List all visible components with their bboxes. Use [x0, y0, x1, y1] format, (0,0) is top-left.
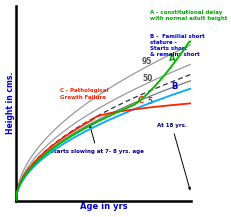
Text: C - Pathological
Growth Failure: C - Pathological Growth Failure	[59, 89, 108, 100]
Text: 50: 50	[141, 74, 152, 83]
Y-axis label: Height in cms.: Height in cms.	[6, 72, 15, 134]
Text: 95: 95	[141, 57, 152, 66]
Text: A - constitutional delay
with normal adult height: A - constitutional delay with normal adu…	[149, 10, 227, 21]
Text: At 18 yrs.: At 18 yrs.	[156, 123, 190, 189]
Text: B: B	[171, 82, 177, 91]
Text: A: A	[168, 54, 174, 63]
Text: Starts slowing at 7- 8 yrs. age: Starts slowing at 7- 8 yrs. age	[50, 125, 143, 153]
X-axis label: Age in yrs: Age in yrs	[79, 202, 127, 211]
Text: 5: 5	[147, 97, 152, 105]
Text: C: C	[137, 96, 143, 105]
Text: B -  Familial short
stature -
Starts short
& remains short: B - Familial short stature - Starts shor…	[149, 34, 204, 57]
